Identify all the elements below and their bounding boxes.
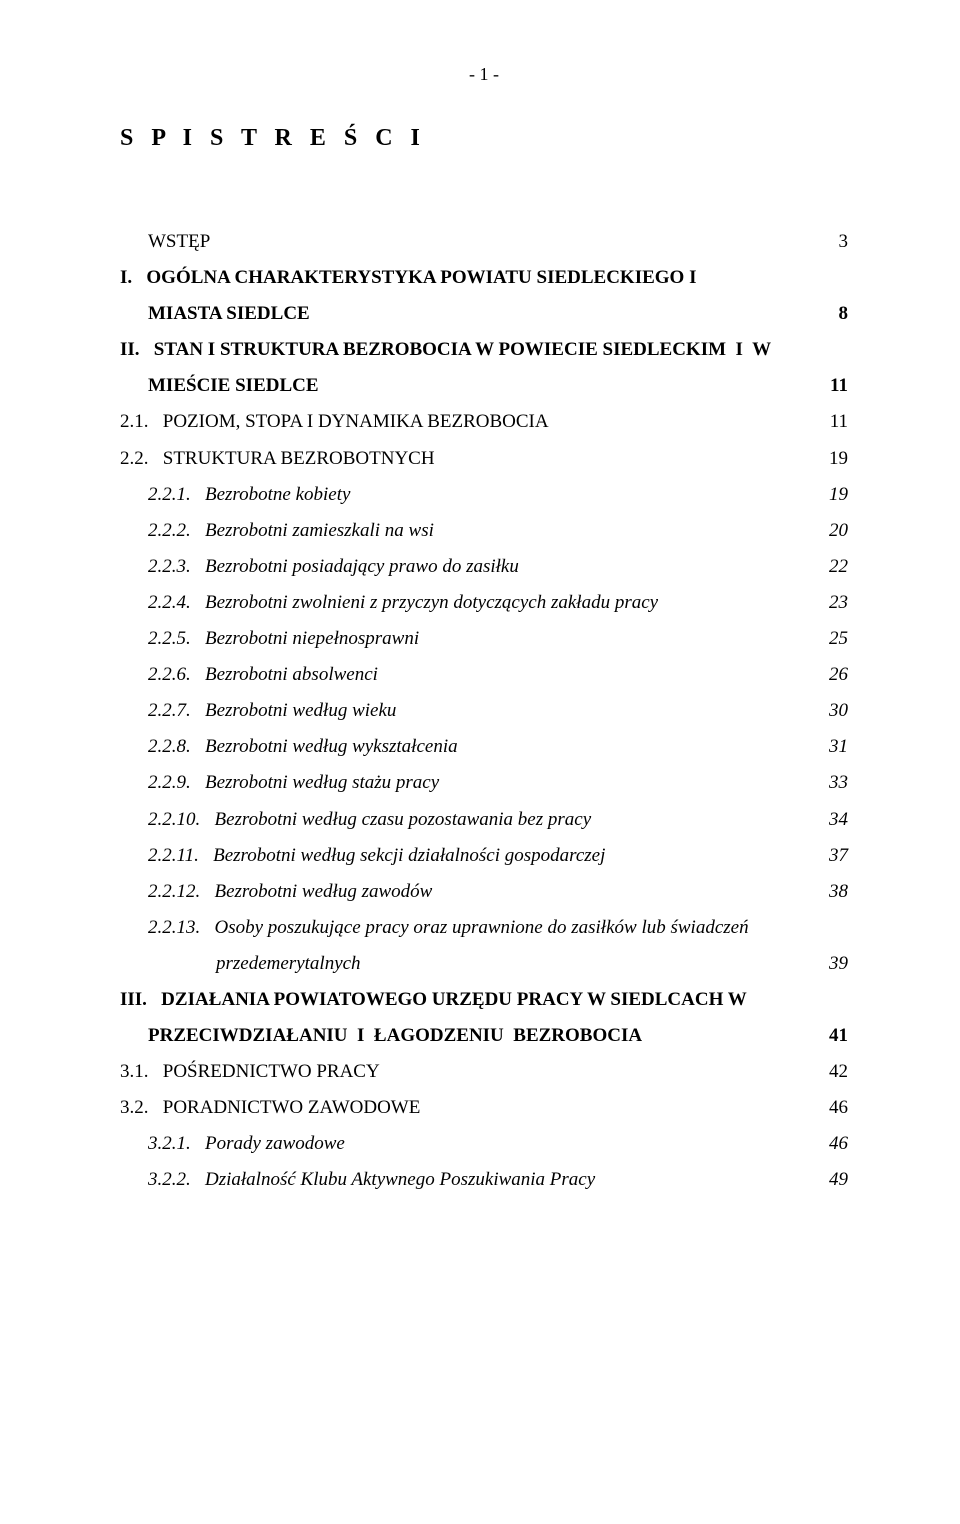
toc-entry: 2.2.7. Bezrobotni według wieku 30 [120, 693, 848, 729]
toc-entry-page: 46 [825, 1126, 848, 1162]
toc-entry-page: 37 [825, 838, 848, 874]
toc-entry-label: 2.1. POZIOM, STOPA I DYNAMIKA BEZROBOCIA [120, 404, 549, 440]
toc-entry-continuation-text: PRZECIWDZIAŁANIU I ŁAGODZENIU BEZROBOCIA [148, 1018, 642, 1054]
toc-entry: WSTĘP 3 [120, 224, 848, 260]
toc-entry-page: 30 [825, 693, 848, 729]
toc-entry-label: 2.2.5. Bezrobotni niepełnosprawni [148, 621, 419, 657]
toc-entry-page: 20 [825, 513, 848, 549]
toc-entry: I. OGÓLNA CHARAKTERYSTYKA POWIATU SIEDLE… [120, 260, 848, 296]
toc-entry: 3.1. POŚREDNICTWO PRACY 42 [120, 1054, 848, 1090]
toc-entry-page: 26 [825, 657, 848, 693]
toc-entry: 2.2.9. Bezrobotni według stażu pracy 33 [120, 765, 848, 801]
toc-entry-page: 38 [825, 874, 848, 910]
toc-entry-label: 2.2.10. Bezrobotni według czasu pozostaw… [148, 802, 591, 838]
toc-entry: 2.2.13. Osoby poszukujące pracy oraz upr… [120, 910, 848, 946]
toc-entry: 2.2.1. Bezrobotne kobiety 19 [120, 477, 848, 513]
toc-entry-label: 3.1. POŚREDNICTWO PRACY [120, 1054, 380, 1090]
toc-entry: 3.2. PORADNICTWO ZAWODOWE 46 [120, 1090, 848, 1126]
toc-entry-label: II. STAN I STRUKTURA BEZROBOCIA W POWIEC… [120, 332, 771, 368]
toc-entry-label: 3.2.1. Porady zawodowe [148, 1126, 345, 1162]
toc-entry: 2.2.12. Bezrobotni według zawodów 38 [120, 874, 848, 910]
page: - 1 - S P I S T R E Ś C I WSTĘP 3 I. OGÓLN… [0, 0, 960, 1524]
toc-entry-label: 3.2. PORADNICTWO ZAWODOWE [120, 1090, 420, 1126]
toc-entry-label: 2.2.1. Bezrobotne kobiety [148, 477, 350, 513]
toc-entry-page: 23 [825, 585, 848, 621]
toc-entry-label: 2.2.6. Bezrobotni absolwenci [148, 657, 378, 693]
toc-entry-page: 46 [825, 1090, 848, 1126]
toc-entry: 2.2.2. Bezrobotni zamieszkali na wsi 20 [120, 513, 848, 549]
toc-entry-page: 25 [825, 621, 848, 657]
toc-entry-page: 42 [825, 1054, 848, 1090]
toc-entry: 2.2.4. Bezrobotni zwolnieni z przyczyn d… [120, 585, 848, 621]
toc-entry-page: 49 [825, 1162, 848, 1198]
toc-entry-continuation-text: MIEŚCIE SIEDLCE [148, 368, 319, 404]
toc-entry-page: 11 [826, 404, 848, 440]
toc-entry-continuation: PRZECIWDZIAŁANIU I ŁAGODZENIU BEZROBOCIA… [120, 1018, 848, 1054]
toc-entry-continuation: MIASTA SIEDLCE 8 [120, 296, 848, 332]
toc-entry-page: 19 [825, 441, 848, 477]
toc-entry-label: 2.2.4. Bezrobotni zwolnieni z przyczyn d… [148, 585, 658, 621]
toc-entry: 3.2.2. Działalność Klubu Aktywnego Poszu… [120, 1162, 848, 1198]
toc-entry-page: 22 [825, 549, 848, 585]
toc: WSTĘP 3 I. OGÓLNA CHARAKTERYSTYKA POWIATU … [120, 224, 848, 1199]
toc-entry-label: III. DZIAŁANIA POWIATOWEGO URZĘDU PRACY … [120, 982, 747, 1018]
toc-entry-label: 2.2.2. Bezrobotni zamieszkali na wsi [148, 513, 434, 549]
toc-entry-continuation-text: przedemerytalnych [216, 946, 361, 982]
toc-entry: II. STAN I STRUKTURA BEZROBOCIA W POWIEC… [120, 332, 848, 368]
toc-entry: 2.2.6. Bezrobotni absolwenci 26 [120, 657, 848, 693]
toc-entry: III. DZIAŁANIA POWIATOWEGO URZĘDU PRACY … [120, 982, 848, 1018]
toc-entry-label: I. OGÓLNA CHARAKTERYSTYKA POWIATU SIEDLE… [120, 260, 696, 296]
toc-entry-label: 2.2.12. Bezrobotni według zawodów [148, 874, 432, 910]
doc-title: S P I S T R E Ś C I [120, 125, 848, 152]
toc-entry-label: 2.2.11. Bezrobotni według sekcji działal… [148, 838, 605, 874]
toc-entry-page: 33 [825, 765, 848, 801]
toc-entry-page: 41 [825, 1018, 848, 1054]
toc-entry-label: 2.2. STRUKTURA BEZROBOTNYCH [120, 441, 435, 477]
toc-entry: 2.2.10. Bezrobotni według czasu pozostaw… [120, 802, 848, 838]
toc-entry-label: 2.2.13. Osoby poszukujące pracy oraz upr… [148, 910, 749, 946]
toc-entry-continuation: MIEŚCIE SIEDLCE 11 [120, 368, 848, 404]
toc-entry: 2.1. POZIOM, STOPA I DYNAMIKA BEZROBOCIA… [120, 404, 848, 440]
toc-entry-page: 3 [835, 224, 849, 260]
toc-entry: 2.2.11. Bezrobotni według sekcji działal… [120, 838, 848, 874]
toc-entry-page: 11 [826, 368, 848, 404]
toc-entry-page: 31 [825, 729, 848, 765]
toc-entry-label: 2.2.8. Bezrobotni według wykształcenia [148, 729, 458, 765]
toc-entry: 3.2.1. Porady zawodowe 46 [120, 1126, 848, 1162]
toc-entry-page: 34 [825, 802, 848, 838]
toc-entry-page: 8 [835, 296, 849, 332]
toc-entry-page: 39 [825, 946, 848, 982]
toc-entry-continuation: przedemerytalnych 39 [120, 946, 848, 982]
toc-entry-label: 2.2.9. Bezrobotni według stażu pracy [148, 765, 439, 801]
toc-entry-label: 2.2.3. Bezrobotni posiadający prawo do z… [148, 549, 519, 585]
toc-entry: 2.2.8. Bezrobotni według wykształcenia 31 [120, 729, 848, 765]
toc-entry-page: 19 [825, 477, 848, 513]
toc-entry-label: WSTĘP [148, 224, 210, 260]
toc-entry: 2.2. STRUKTURA BEZROBOTNYCH 19 [120, 441, 848, 477]
toc-entry: 2.2.5. Bezrobotni niepełnosprawni 25 [120, 621, 848, 657]
toc-entry: 2.2.3. Bezrobotni posiadający prawo do z… [120, 549, 848, 585]
toc-entry-label: 2.2.7. Bezrobotni według wieku [148, 693, 396, 729]
page-number: - 1 - [120, 64, 848, 85]
toc-entry-label: 3.2.2. Działalność Klubu Aktywnego Poszu… [148, 1162, 595, 1198]
toc-entry-continuation-text: MIASTA SIEDLCE [148, 296, 310, 332]
